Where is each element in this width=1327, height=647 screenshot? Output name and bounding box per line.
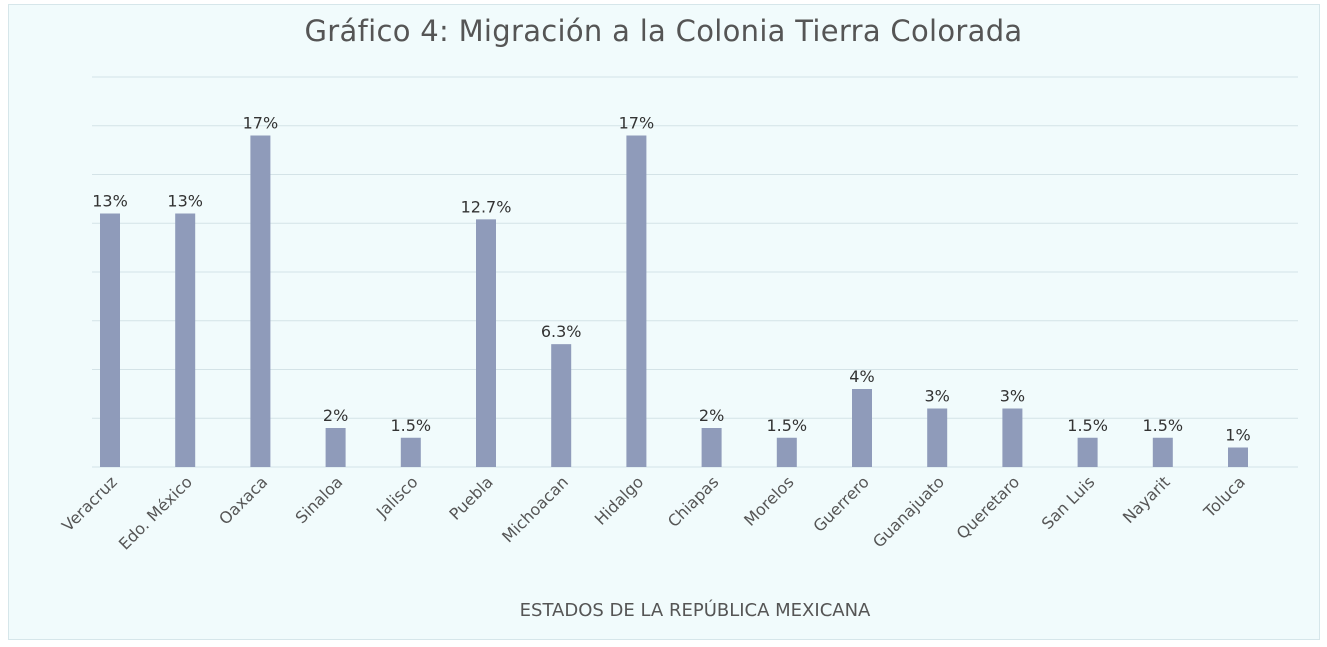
x-tick-label: Guerrero: [809, 472, 872, 535]
chart-title: Gráfico 4: Migración a la Colonia Tierra…: [304, 14, 1023, 48]
data-label: 1%: [1225, 426, 1250, 445]
data-label: 3%: [1000, 387, 1025, 406]
bar: [927, 408, 948, 467]
x-tick-label: Hidalgo: [591, 472, 647, 528]
x-tick-label: Edo. México: [115, 472, 196, 553]
data-label: 4%: [849, 367, 874, 386]
data-label: 1.5%: [390, 416, 431, 435]
data-label: 2%: [699, 406, 724, 425]
bar: [1152, 437, 1173, 467]
bar: [1002, 408, 1023, 467]
bar: [1228, 447, 1248, 467]
bar: [250, 135, 271, 467]
bar: [551, 344, 572, 467]
data-label: 1.5%: [1067, 416, 1108, 435]
bar: [325, 428, 346, 467]
x-tick-label: Queretaro: [953, 472, 1024, 543]
x-tick-label: Michoacan: [498, 472, 572, 546]
x-tick-label: Puebla: [445, 472, 496, 523]
data-label: 13%: [92, 192, 128, 211]
data-label: 1.5%: [766, 416, 807, 435]
x-tick-label: Jalisco: [372, 472, 422, 522]
bar: [100, 213, 120, 467]
bar: [701, 428, 722, 467]
x-tick-label: San Luis: [1038, 472, 1099, 533]
bar: [852, 389, 872, 467]
x-tick-label: Oaxaca: [215, 472, 271, 528]
x-tick-label: Nayarit: [1119, 472, 1174, 527]
data-label: 2%: [323, 406, 348, 425]
x-tick-label: Sinaloa: [292, 472, 347, 527]
data-label: 13%: [167, 192, 203, 211]
bar: [626, 135, 647, 467]
x-tick-label: Chiapas: [664, 472, 723, 531]
data-label: 17%: [619, 114, 655, 133]
chart-area: [8, 4, 1320, 640]
bar: [476, 219, 496, 467]
bar: [1077, 437, 1098, 467]
data-label: 17%: [243, 114, 279, 133]
bar: [400, 437, 421, 467]
x-axis-title: ESTADOS DE LA REPÚBLICA MEXICANA: [519, 600, 871, 621]
bar: [175, 213, 196, 467]
data-label: 3%: [925, 387, 950, 406]
x-tick-label: Veracruz: [58, 472, 121, 535]
bar: [776, 437, 797, 467]
x-tick-label: Morelos: [740, 472, 797, 529]
x-tick-label: Toluca: [1199, 472, 1249, 522]
data-label: 6.3%: [541, 322, 582, 341]
x-tick-label: Guanajuato: [869, 472, 948, 551]
data-label: 12.7%: [461, 197, 512, 216]
data-label: 1.5%: [1142, 416, 1183, 435]
